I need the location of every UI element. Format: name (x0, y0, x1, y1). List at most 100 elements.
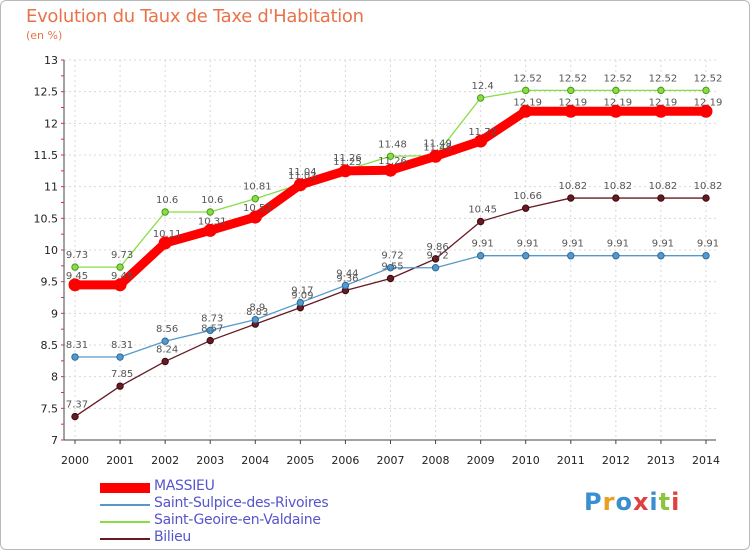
legend-swatch (100, 483, 150, 493)
data-label: 12.19 (694, 97, 723, 108)
logo-letter: i (649, 488, 659, 516)
data-label: 9.45 (66, 271, 88, 282)
data-label: 10.31 (198, 216, 227, 227)
data-label: 12.4 (472, 81, 494, 92)
data-label: 10.6 (201, 195, 223, 206)
data-point (522, 86, 530, 95)
data-point (657, 252, 665, 260)
legend-label: MASSIEU (154, 478, 215, 494)
legend-label: Bilieu (154, 529, 191, 545)
data-label: 9.91 (697, 239, 719, 250)
data-label: 10.45 (468, 205, 497, 216)
data-point (702, 86, 710, 95)
logo-letter: t (658, 488, 672, 516)
data-label: 11.26 (378, 156, 407, 167)
data-label: 9.72 (381, 251, 403, 262)
legend-label: Saint-Geoire-en-Valdaine (154, 512, 321, 528)
data-label: 9.91 (607, 239, 629, 250)
y-tick-label: 11 (44, 181, 58, 194)
y-tick-label: 12 (44, 117, 58, 130)
y-tick-label: 9 (51, 307, 58, 320)
legend-swatch (100, 538, 150, 540)
data-point (386, 152, 395, 160)
data-label: 8.56 (156, 324, 178, 335)
data-label: 12.52 (604, 73, 633, 84)
data-point (612, 86, 620, 95)
data-label: 8.31 (111, 340, 133, 351)
y-tick-label: 13 (44, 54, 58, 67)
data-point (71, 353, 79, 361)
chart-subtitle: (en %) (26, 29, 63, 42)
data-label: 8.9 (249, 303, 265, 314)
data-point (161, 337, 169, 345)
x-tick-label: 2001 (106, 454, 134, 467)
data-label: 9.72 (426, 251, 448, 262)
data-point (702, 252, 710, 260)
data-point (248, 210, 262, 224)
data-point (476, 217, 485, 226)
data-point (567, 86, 575, 95)
data-point (71, 263, 79, 271)
chart-title: Evolution du Taux de Taxe d'Habitation (26, 6, 364, 27)
data-label: 12.52 (649, 73, 678, 84)
data-label: 9.45 (111, 271, 133, 282)
x-tick-label: 2013 (647, 454, 675, 467)
x-tick-label: 2000 (61, 454, 89, 467)
logo-letter: o (615, 488, 633, 516)
logo-letter: x (632, 488, 650, 516)
data-point (206, 336, 214, 345)
y-tick-label: 12.5 (34, 86, 59, 99)
data-point (431, 264, 440, 272)
data-point (609, 104, 623, 118)
data-label: 9.86 (426, 242, 448, 253)
data-label: 11.49 (423, 139, 452, 150)
x-tick-label: 2005 (286, 454, 314, 467)
legend-swatch (100, 504, 150, 506)
y-tick-label: 11.5 (34, 149, 59, 162)
x-tick-label: 2002 (151, 454, 179, 467)
data-point (113, 278, 127, 292)
data-point (158, 236, 172, 250)
y-tick-label: 8 (51, 371, 58, 384)
data-point (116, 263, 124, 271)
data-point (296, 298, 305, 307)
data-label: 8.24 (156, 344, 178, 355)
data-label: 8.73 (201, 313, 223, 324)
data-label: 11.03 (288, 171, 317, 182)
data-point (116, 353, 124, 361)
data-point (71, 412, 79, 421)
data-point (386, 274, 395, 283)
data-point (612, 252, 620, 260)
y-tick-label: 10 (44, 244, 58, 257)
data-point (612, 194, 620, 202)
data-point (702, 194, 710, 202)
data-point (338, 164, 352, 178)
data-label: 12.19 (604, 97, 633, 108)
data-label: 9.17 (291, 286, 313, 297)
data-point (657, 86, 665, 95)
data-point (567, 194, 575, 202)
data-point (522, 252, 530, 260)
data-label: 9.91 (652, 239, 674, 250)
data-label: 12.52 (513, 73, 542, 84)
data-label: 9.55 (381, 262, 403, 273)
data-label: 10.82 (604, 181, 633, 192)
data-point (474, 134, 488, 148)
data-label: 12.52 (558, 73, 587, 84)
data-label: 8.57 (201, 324, 223, 335)
data-label: 9.91 (517, 239, 539, 250)
data-label: 11.04 (288, 167, 317, 178)
data-label: 12.52 (694, 73, 723, 84)
logo-letter: i (671, 488, 681, 516)
data-point (654, 104, 668, 118)
x-tick-label: 2006 (331, 454, 359, 467)
data-label: 9.73 (66, 250, 88, 261)
logo-letter: P (584, 488, 603, 516)
data-point (293, 178, 307, 192)
data-point (386, 264, 395, 272)
data-label: 7.37 (66, 400, 88, 411)
data-label: 7.85 (111, 369, 133, 380)
data-label: 10.82 (649, 181, 678, 192)
data-label: 11.25 (333, 157, 362, 168)
